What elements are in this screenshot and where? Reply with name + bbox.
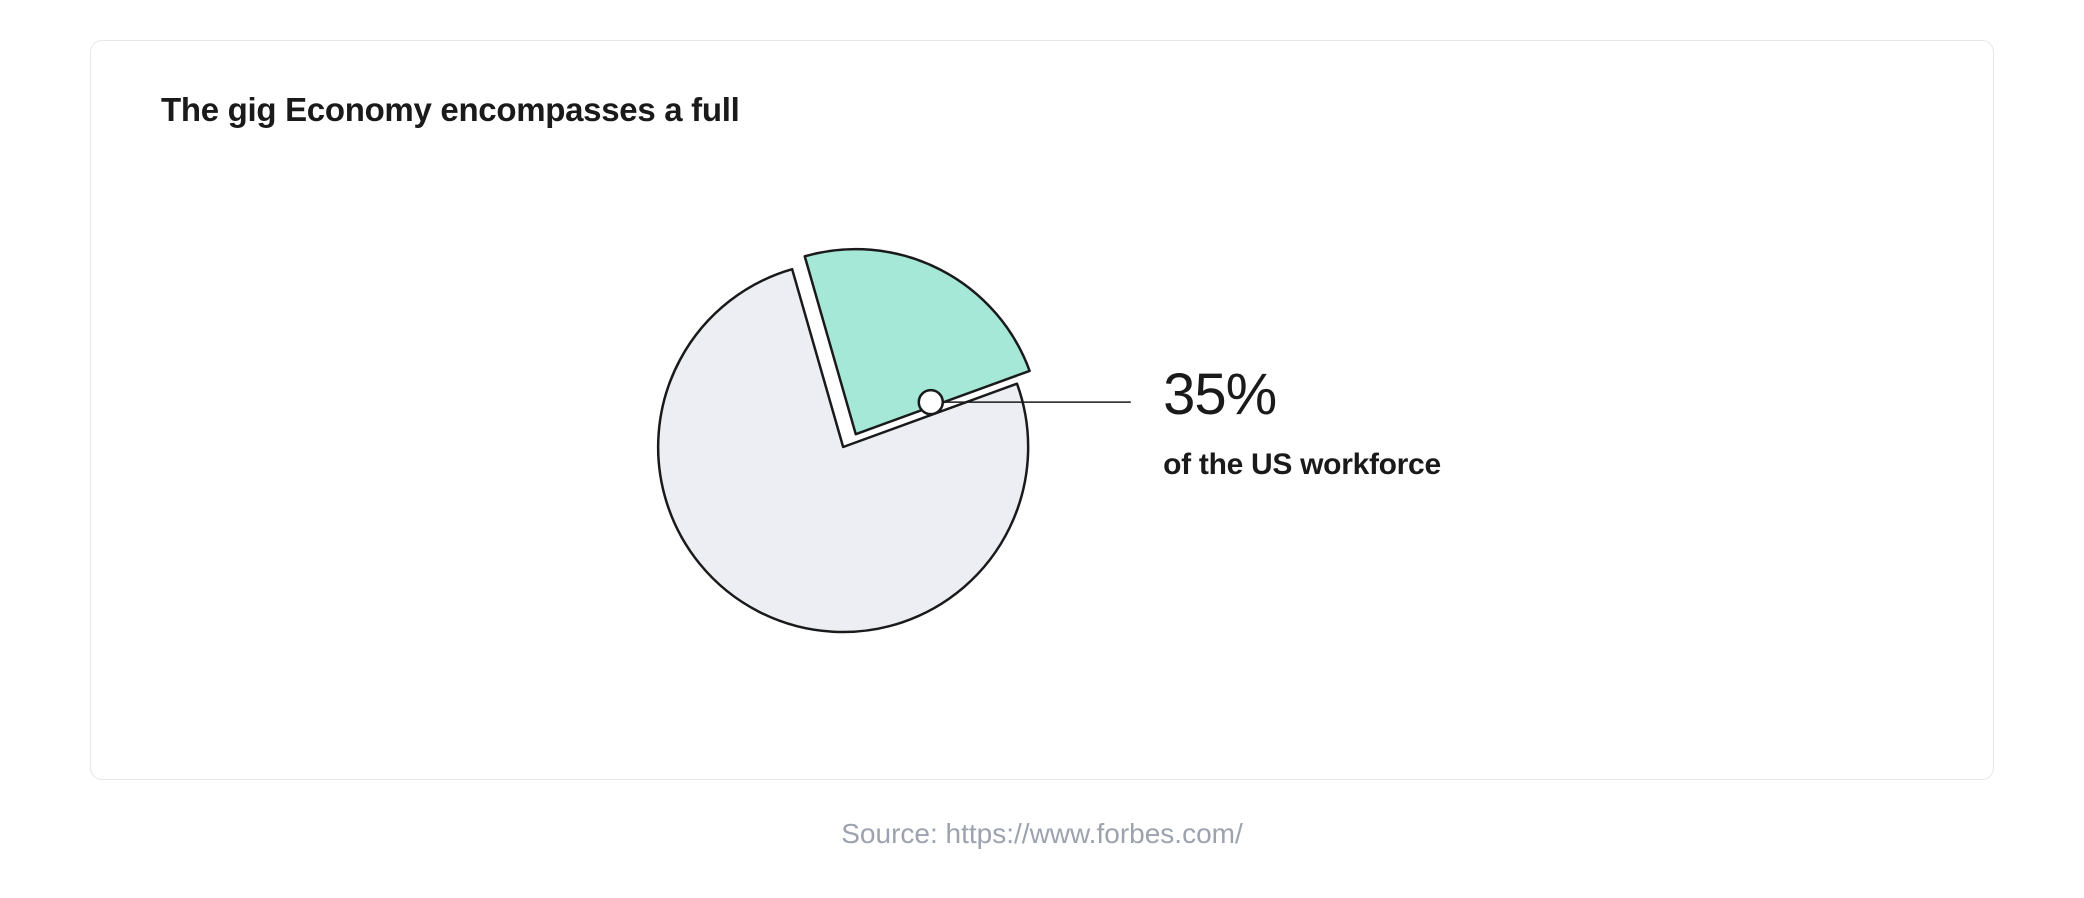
callout-block: 35% of the US workforce [1163,361,1441,482]
card-title: The gig Economy encompasses a full [161,91,1923,129]
infographic-card: The gig Economy encompasses a full 35% o… [90,40,1994,780]
pie-chart [643,247,1043,647]
callout-marker-icon [919,390,943,414]
source-attribution: Source: https://www.forbes.com/ [90,818,1994,850]
chart-area: 35% of the US workforce [643,247,1441,647]
callout-label: of the US workforce [1163,448,1441,482]
callout-value: 35% [1163,361,1441,428]
